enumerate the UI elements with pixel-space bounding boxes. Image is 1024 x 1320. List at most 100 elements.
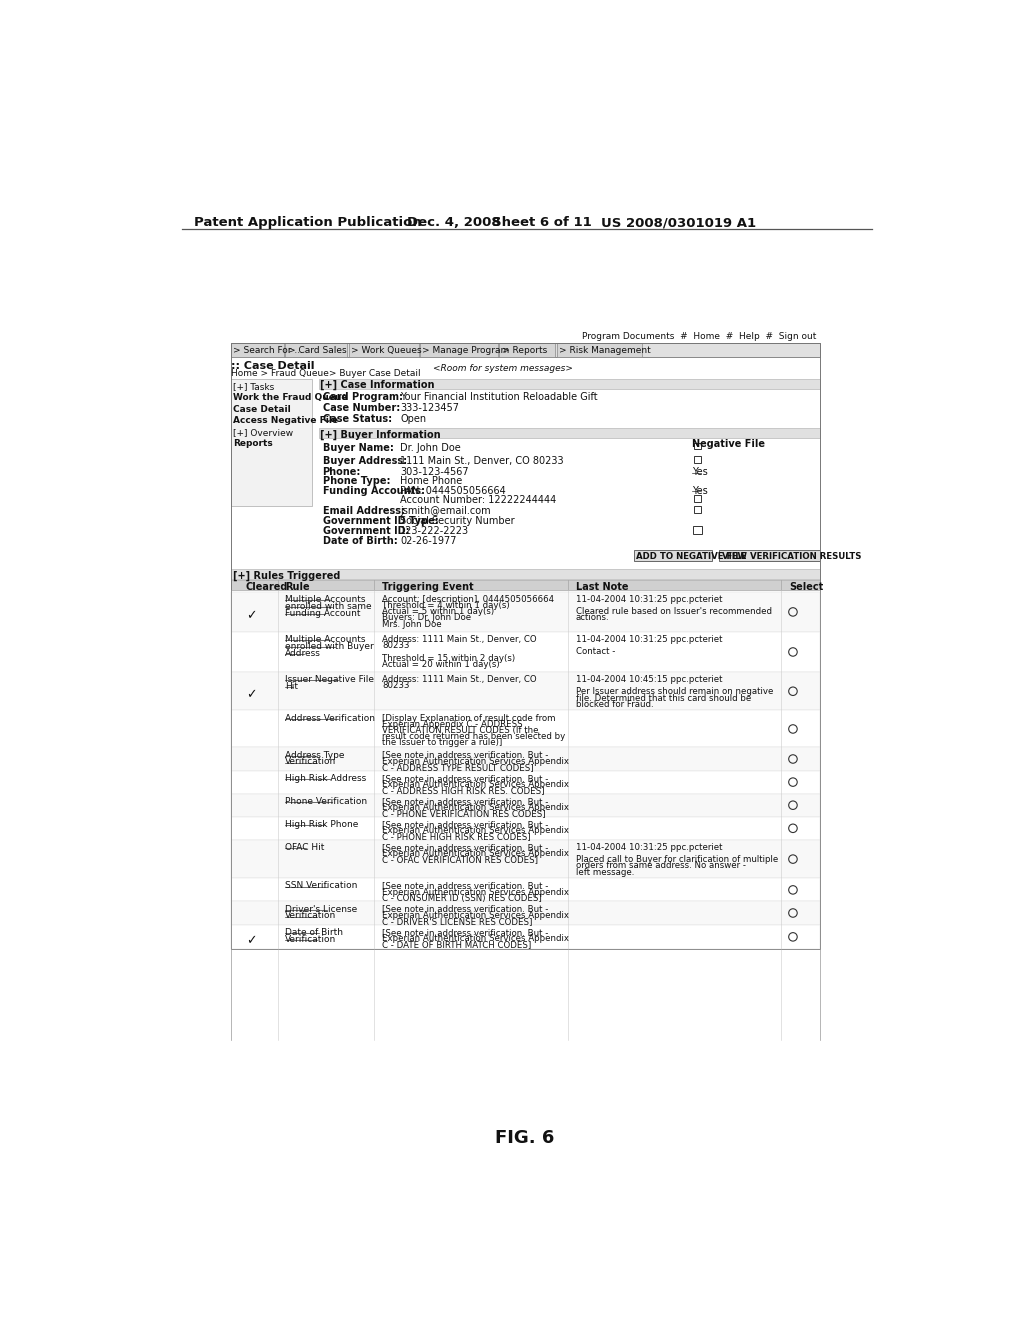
Text: Cleared rule based on Issuer's recommended: Cleared rule based on Issuer's recommend… <box>575 607 772 616</box>
Text: Actual = 5 within 1 day(s): Actual = 5 within 1 day(s) <box>382 607 495 616</box>
Text: 02-26-1977: 02-26-1977 <box>400 536 457 546</box>
Text: 80233: 80233 <box>382 681 410 690</box>
Text: Reports: Reports <box>233 440 273 449</box>
Text: [See note in address verification. But -: [See note in address verification. But - <box>382 904 549 913</box>
Text: VIEW VERIFICATION RESULTS: VIEW VERIFICATION RESULTS <box>722 552 861 561</box>
Text: Buyers: Dr. John Doe: Buyers: Dr. John Doe <box>382 614 471 623</box>
Text: blocked for Fraud.: blocked for Fraud. <box>575 700 653 709</box>
Text: [+] Rules Triggered: [+] Rules Triggered <box>233 570 341 581</box>
Text: Dr. John Doe: Dr. John Doe <box>400 442 461 453</box>
Text: 11-04-2004 10:31:25 ppc.pcteriet: 11-04-2004 10:31:25 ppc.pcteriet <box>575 843 723 851</box>
Text: High Risk Address: High Risk Address <box>286 774 367 783</box>
Text: > Manage Program: > Manage Program <box>423 346 510 355</box>
Text: jsmith@email.com: jsmith@email.com <box>400 506 490 516</box>
Text: Program Documents  #  Home  #  Help  #  Sign out: Program Documents # Home # Help # Sign o… <box>582 333 816 342</box>
Bar <box>349 343 419 358</box>
Text: Sheet 6 of 11: Sheet 6 of 11 <box>493 216 592 230</box>
Bar <box>231 569 820 578</box>
Text: Threshold = 4 within 1 day(s): Threshold = 4 within 1 day(s) <box>382 601 510 610</box>
Text: Verification: Verification <box>286 935 337 944</box>
Text: Access Negative File: Access Negative File <box>233 416 339 425</box>
Text: 80233: 80233 <box>382 642 410 651</box>
Text: Contact -: Contact - <box>575 647 615 656</box>
Text: 1111 Main St., Denver, CO 80233: 1111 Main St., Denver, CO 80233 <box>400 457 563 466</box>
Text: 303-123-4567: 303-123-4567 <box>400 467 469 477</box>
Text: Buyer Address:: Buyer Address: <box>323 457 407 466</box>
Text: Yes: Yes <box>692 467 708 477</box>
Text: PAN: 0444505056664: PAN: 0444505056664 <box>400 486 506 495</box>
Bar <box>719 550 820 561</box>
Text: US 2008/0301019 A1: US 2008/0301019 A1 <box>601 216 756 230</box>
Text: [See note in address verification. But -: [See note in address verification. But - <box>382 928 549 937</box>
Text: Verification: Verification <box>286 911 337 920</box>
Bar <box>231 581 820 590</box>
Bar <box>231 924 820 949</box>
Bar <box>231 817 820 840</box>
Bar <box>634 550 712 561</box>
Text: [See note in address verification. But -: [See note in address verification. But - <box>382 751 549 759</box>
Text: Select: Select <box>790 582 823 591</box>
Bar <box>231 793 820 817</box>
Bar <box>557 343 642 358</box>
Text: [See note in address verification. But -: [See note in address verification. But - <box>382 774 549 783</box>
Text: ✓: ✓ <box>247 688 257 701</box>
Text: > Risk Management: > Risk Management <box>559 346 650 355</box>
Text: Actual = 20 within 1 day(s): Actual = 20 within 1 day(s) <box>382 660 500 669</box>
Bar <box>231 343 820 949</box>
Text: 11-04-2004 10:31:25 ppc.pcteriet: 11-04-2004 10:31:25 ppc.pcteriet <box>575 595 723 605</box>
Text: Experian Authentication Services Appendix: Experian Authentication Services Appendi… <box>382 803 569 812</box>
Text: Cleared: Cleared <box>245 582 288 591</box>
Text: Case Detail: Case Detail <box>233 405 291 413</box>
Bar <box>693 506 700 512</box>
Text: Account: [description], 0444505056664: Account: [description], 0444505056664 <box>382 595 554 605</box>
Text: ✓: ✓ <box>247 933 257 946</box>
Bar <box>693 495 700 502</box>
Text: orders from same address. No answer -: orders from same address. No answer - <box>575 862 745 870</box>
Text: C - ADDRESS TYPE RESULT CODES]: C - ADDRESS TYPE RESULT CODES] <box>382 763 534 772</box>
Text: Email Address:: Email Address: <box>323 506 404 516</box>
Text: Multiple Accounts: Multiple Accounts <box>286 595 366 605</box>
Text: Issuer Negative File: Issuer Negative File <box>286 675 375 684</box>
Text: C - DRIVER'S LICENSE RES CODES]: C - DRIVER'S LICENSE RES CODES] <box>382 917 532 925</box>
Text: Multiple Accounts: Multiple Accounts <box>286 635 366 644</box>
Text: Experian Authentication Services Appendix: Experian Authentication Services Appendi… <box>382 780 569 789</box>
Text: [+] Buyer Information: [+] Buyer Information <box>321 429 440 440</box>
Text: Experian Appendix C - ADDRESS: Experian Appendix C - ADDRESS <box>382 719 523 729</box>
Text: Hit: Hit <box>286 682 298 690</box>
Text: Driver's License: Driver's License <box>286 904 357 913</box>
Text: Phone Type:: Phone Type: <box>323 477 390 486</box>
Bar <box>286 343 347 358</box>
Text: Experian Authentication Services Appendix: Experian Authentication Services Appendi… <box>382 911 569 920</box>
Text: Social Security Number: Social Security Number <box>400 516 515 527</box>
Text: SSN Verification: SSN Verification <box>286 882 357 891</box>
Bar <box>693 457 700 463</box>
Bar <box>231 379 312 506</box>
Text: Negative File: Negative File <box>692 438 765 449</box>
Text: file. Determined that this card should be: file. Determined that this card should b… <box>575 693 752 702</box>
Text: Buyer Name:: Buyer Name: <box>323 442 393 453</box>
Bar <box>231 632 820 672</box>
Text: Phone Verification: Phone Verification <box>286 797 368 805</box>
Text: C - CONSUMER ID (SSN) RES CODES]: C - CONSUMER ID (SSN) RES CODES] <box>382 894 542 903</box>
Text: Experian Authentication Services Appendix: Experian Authentication Services Appendi… <box>382 933 569 942</box>
Text: result code returned has been selected by: result code returned has been selected b… <box>382 733 565 741</box>
Text: actions.: actions. <box>575 614 609 623</box>
Text: [+] Case Information: [+] Case Information <box>321 380 435 391</box>
Text: > Card Sales: > Card Sales <box>288 346 346 355</box>
Text: High Risk Phone: High Risk Phone <box>286 820 358 829</box>
Text: left message.: left message. <box>575 867 634 876</box>
Text: Rule: Rule <box>286 582 310 591</box>
Bar <box>231 747 820 771</box>
Text: [+] Overview: [+] Overview <box>233 428 294 437</box>
Text: Open: Open <box>400 414 426 424</box>
Text: [See note in address verification. But -: [See note in address verification. But - <box>382 820 549 829</box>
Bar <box>231 672 820 710</box>
Text: :: Case Detail: :: Case Detail <box>231 360 314 371</box>
Text: C - PHONE VERIFICATION RES CODES]: C - PHONE VERIFICATION RES CODES] <box>382 809 546 818</box>
Text: VERIFICATION RESULT CODES (If the: VERIFICATION RESULT CODES (If the <box>382 726 539 735</box>
Text: [Display Explanation of result code from: [Display Explanation of result code from <box>382 714 556 722</box>
Text: Your Financial Institution Reloadable Gift: Your Financial Institution Reloadable Gi… <box>400 392 598 403</box>
Text: Address Verification: Address Verification <box>286 714 376 722</box>
Text: C - DATE OF BIRTH MATCH CODES]: C - DATE OF BIRTH MATCH CODES] <box>382 940 531 949</box>
Text: Funding Account: Funding Account <box>286 609 360 618</box>
